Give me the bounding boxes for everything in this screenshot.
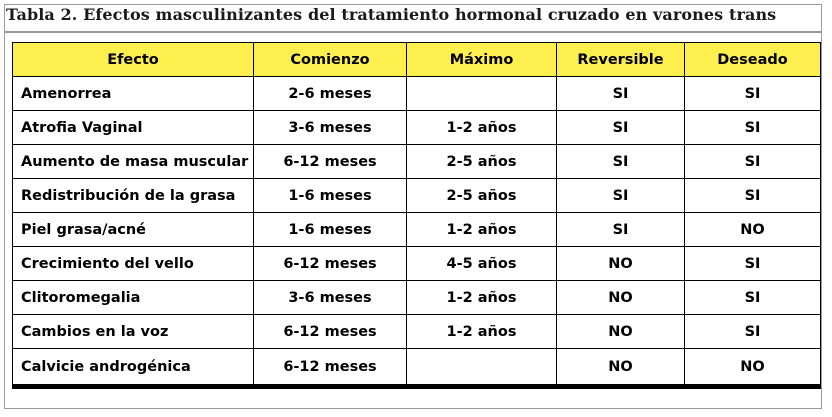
column-header-maximo: Máximo <box>406 42 557 77</box>
cell-maximo: 1-2 años <box>406 314 557 349</box>
cell-comienzo: 1-6 meses <box>253 212 407 247</box>
column-header-reversible: Reversible <box>556 42 685 77</box>
cell-comienzo: 3-6 meses <box>253 110 407 145</box>
cell-deseado: SI <box>684 76 821 111</box>
cell-deseado: SI <box>684 110 821 145</box>
cell-efecto: Clitoromegalia <box>12 280 254 315</box>
cell-reversible: NO <box>556 314 685 349</box>
table-row: Aumento de masa muscular 6-12 meses 2-5 … <box>12 144 821 179</box>
cell-deseado: NO <box>684 212 821 247</box>
cell-maximo <box>406 76 557 111</box>
column-header-efecto: Efecto <box>12 42 254 77</box>
table-row: Cambios en la voz 6-12 meses 1-2 años NO… <box>12 314 821 349</box>
column-header-deseado: Deseado <box>684 42 821 77</box>
cell-comienzo: 6-12 meses <box>253 314 407 349</box>
cell-efecto: Atrofia Vaginal <box>12 110 254 145</box>
cell-efecto: Aumento de masa muscular <box>12 144 254 179</box>
cell-maximo: 1-2 años <box>406 212 557 247</box>
table-row: Redistribución de la grasa 1-6 meses 2-5… <box>12 178 821 213</box>
table-row: Piel grasa/acné 1-6 meses 1-2 años SI NO <box>12 212 821 247</box>
cell-efecto: Calvicie androgénica <box>12 348 254 389</box>
column-header-comienzo: Comienzo <box>253 42 407 77</box>
cell-comienzo: 1-6 meses <box>253 178 407 213</box>
table-row: Clitoromegalia 3-6 meses 1-2 años NO SI <box>12 280 821 315</box>
cell-deseado: SI <box>684 178 821 213</box>
table-row: Amenorrea 2-6 meses SI SI <box>12 76 821 111</box>
cell-deseado: SI <box>684 280 821 315</box>
cell-efecto: Amenorrea <box>12 76 254 111</box>
cell-reversible: SI <box>556 212 685 247</box>
table-caption: Tabla 2. Efectos masculinizantes del tra… <box>6 5 777 24</box>
cell-reversible: NO <box>556 348 685 389</box>
cell-comienzo: 6-12 meses <box>253 144 407 179</box>
cell-efecto: Redistribución de la grasa <box>12 178 254 213</box>
cell-reversible: SI <box>556 110 685 145</box>
header-row: Efecto Comienzo Máximo Reversible Desead… <box>12 42 821 77</box>
cell-reversible: NO <box>556 280 685 315</box>
table-row: Calvicie androgénica 6-12 meses NO NO <box>12 348 821 389</box>
cell-deseado: SI <box>684 314 821 349</box>
cell-comienzo: 6-12 meses <box>253 348 407 389</box>
cell-maximo: 1-2 años <box>406 280 557 315</box>
cell-comienzo: 2-6 meses <box>253 76 407 111</box>
cell-reversible: SI <box>556 144 685 179</box>
caption-divider <box>4 31 822 33</box>
cell-comienzo: 3-6 meses <box>253 280 407 315</box>
cell-deseado: SI <box>684 144 821 179</box>
cell-maximo: 4-5 años <box>406 246 557 281</box>
cell-efecto: Piel grasa/acné <box>12 212 254 247</box>
cell-comienzo: 6-12 meses <box>253 246 407 281</box>
effects-table: Efecto Comienzo Máximo Reversible Desead… <box>12 42 821 389</box>
cell-maximo: 1-2 años <box>406 110 557 145</box>
cell-maximo: 2-5 años <box>406 144 557 179</box>
cell-deseado: SI <box>684 246 821 281</box>
cell-reversible: NO <box>556 246 685 281</box>
cell-reversible: SI <box>556 178 685 213</box>
cell-maximo: 2-5 años <box>406 178 557 213</box>
cell-reversible: SI <box>556 76 685 111</box>
cell-maximo <box>406 348 557 389</box>
table-row: Crecimiento del vello 6-12 meses 4-5 año… <box>12 246 821 281</box>
cell-efecto: Cambios en la voz <box>12 314 254 349</box>
table-row: Atrofia Vaginal 3-6 meses 1-2 años SI SI <box>12 110 821 145</box>
cell-deseado: NO <box>684 348 821 389</box>
cell-efecto: Crecimiento del vello <box>12 246 254 281</box>
